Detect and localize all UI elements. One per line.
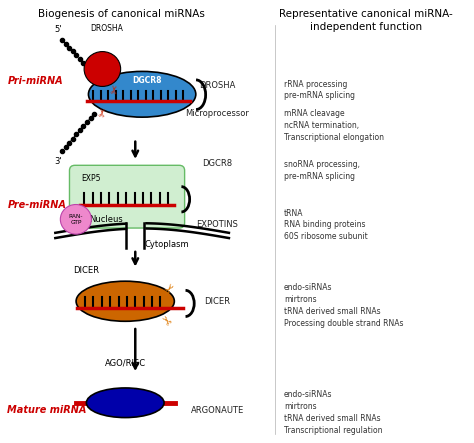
Text: 3': 3': [55, 156, 62, 166]
Text: RAN-
GTP: RAN- GTP: [69, 214, 83, 225]
Text: DICER: DICER: [73, 266, 100, 275]
Text: Cytoplasm: Cytoplasm: [145, 240, 190, 249]
Text: endo-siRNAs
mirtrons
tRNA derived small RNAs
Transcriptional regulation: endo-siRNAs mirtrons tRNA derived small …: [284, 390, 382, 435]
Ellipse shape: [76, 281, 174, 321]
Text: 5': 5': [55, 25, 62, 34]
Text: Representative canonical miRNA-
independent function: Representative canonical miRNA- independ…: [279, 9, 453, 32]
Text: EXP5: EXP5: [81, 174, 100, 183]
Text: ✂: ✂: [163, 281, 179, 297]
Text: Microprocessor: Microprocessor: [186, 109, 249, 118]
Text: Mature miRNA: Mature miRNA: [7, 405, 87, 415]
Ellipse shape: [86, 388, 164, 418]
Text: snoRNA processing,
pre-mRNA splicing: snoRNA processing, pre-mRNA splicing: [284, 160, 360, 181]
Text: ✂: ✂: [110, 84, 122, 94]
Circle shape: [84, 51, 121, 86]
Text: EXPOTINS: EXPOTINS: [197, 221, 238, 229]
Text: Pri-miRNA: Pri-miRNA: [7, 76, 63, 86]
Text: Biogenesis of canonical miRNAs: Biogenesis of canonical miRNAs: [38, 9, 205, 19]
Ellipse shape: [89, 71, 196, 117]
Text: mRNA cleavage
ncRNA termination,
Transcriptional elongation: mRNA cleavage ncRNA termination, Transcr…: [284, 109, 384, 142]
FancyBboxPatch shape: [70, 165, 184, 228]
Text: AGO/RISC: AGO/RISC: [105, 358, 146, 367]
Text: Nucleus: Nucleus: [89, 215, 122, 224]
Text: ARGONAUTE: ARGONAUTE: [191, 406, 244, 415]
Text: tRNA
RNA binding proteins
60S ribosome subunit: tRNA RNA binding proteins 60S ribosome s…: [284, 209, 367, 241]
Text: DGCR8: DGCR8: [202, 159, 233, 168]
Text: DROSHA: DROSHA: [200, 81, 236, 90]
Text: DROSHA: DROSHA: [91, 24, 123, 33]
Text: endo-siRNAs
mirtrons
tRNA derived small RNAs
Processing double strand RNAs: endo-siRNAs mirtrons tRNA derived small …: [284, 284, 403, 328]
Text: Pre-miRNA: Pre-miRNA: [7, 200, 66, 210]
Text: DICER: DICER: [204, 297, 230, 306]
Text: rRNA processing
pre-mRNA splicing: rRNA processing pre-mRNA splicing: [284, 80, 355, 100]
Text: DGCR8: DGCR8: [132, 76, 162, 85]
Text: ✂: ✂: [99, 107, 110, 118]
Circle shape: [60, 205, 91, 234]
Text: ✂: ✂: [160, 310, 176, 326]
